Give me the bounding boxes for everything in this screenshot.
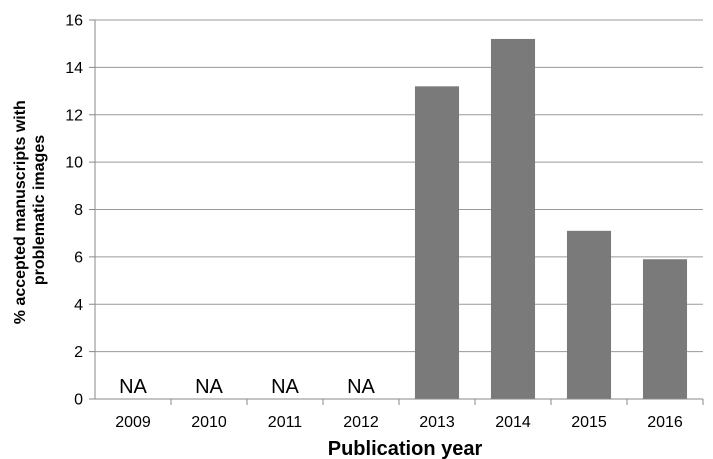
y-axis-title-line-2: problematic images (31, 135, 48, 285)
x-tick-label: 2009 (115, 414, 151, 431)
axes (89, 19, 704, 405)
bar-2013 (414, 86, 460, 399)
y-tick-label: 2 (74, 344, 83, 361)
y-tick-label: 14 (65, 60, 83, 77)
y-axis-title-line-1: % accepted manuscripts with (12, 100, 29, 324)
bar-2016 (642, 259, 688, 399)
bar-2015 (566, 230, 612, 399)
x-tick-label: 2015 (571, 414, 607, 431)
y-tick-label: 6 (74, 249, 83, 266)
value-label-2009: NA (119, 376, 147, 398)
x-tick-label: 2010 (191, 414, 227, 431)
x-tick-label: 2011 (268, 414, 303, 431)
y-tick-label: 4 (74, 297, 83, 314)
x-tick-label: 2012 (343, 414, 379, 431)
gridlines (95, 19, 703, 353)
x-tick-label: 2016 (647, 414, 683, 431)
y-tick-label: 8 (74, 202, 83, 219)
x-tick-labels: 2009 2010 2011 2012 2013 2014 2015 2016 (115, 414, 683, 431)
value-label-2012: NA (347, 376, 375, 398)
value-labels: NA NA NA NA (119, 376, 375, 398)
x-axis-title: Publication year (328, 438, 483, 459)
y-tick-label: 10 (65, 155, 83, 172)
x-tick-label: 2014 (495, 414, 531, 431)
y-axis-title: % accepted manuscripts with problematic … (12, 96, 48, 325)
y-tick-labels: 0 2 4 6 8 10 12 14 16 (65, 13, 83, 409)
value-label-2010: NA (195, 376, 223, 398)
y-tick-label: 0 (74, 392, 83, 409)
x-tick-label: 2013 (419, 414, 455, 431)
bar-2014 (490, 38, 536, 399)
y-tick-label: 12 (65, 107, 83, 124)
bars (414, 38, 688, 399)
value-label-2011: NA (271, 376, 299, 398)
y-tick-label: 16 (65, 13, 83, 30)
